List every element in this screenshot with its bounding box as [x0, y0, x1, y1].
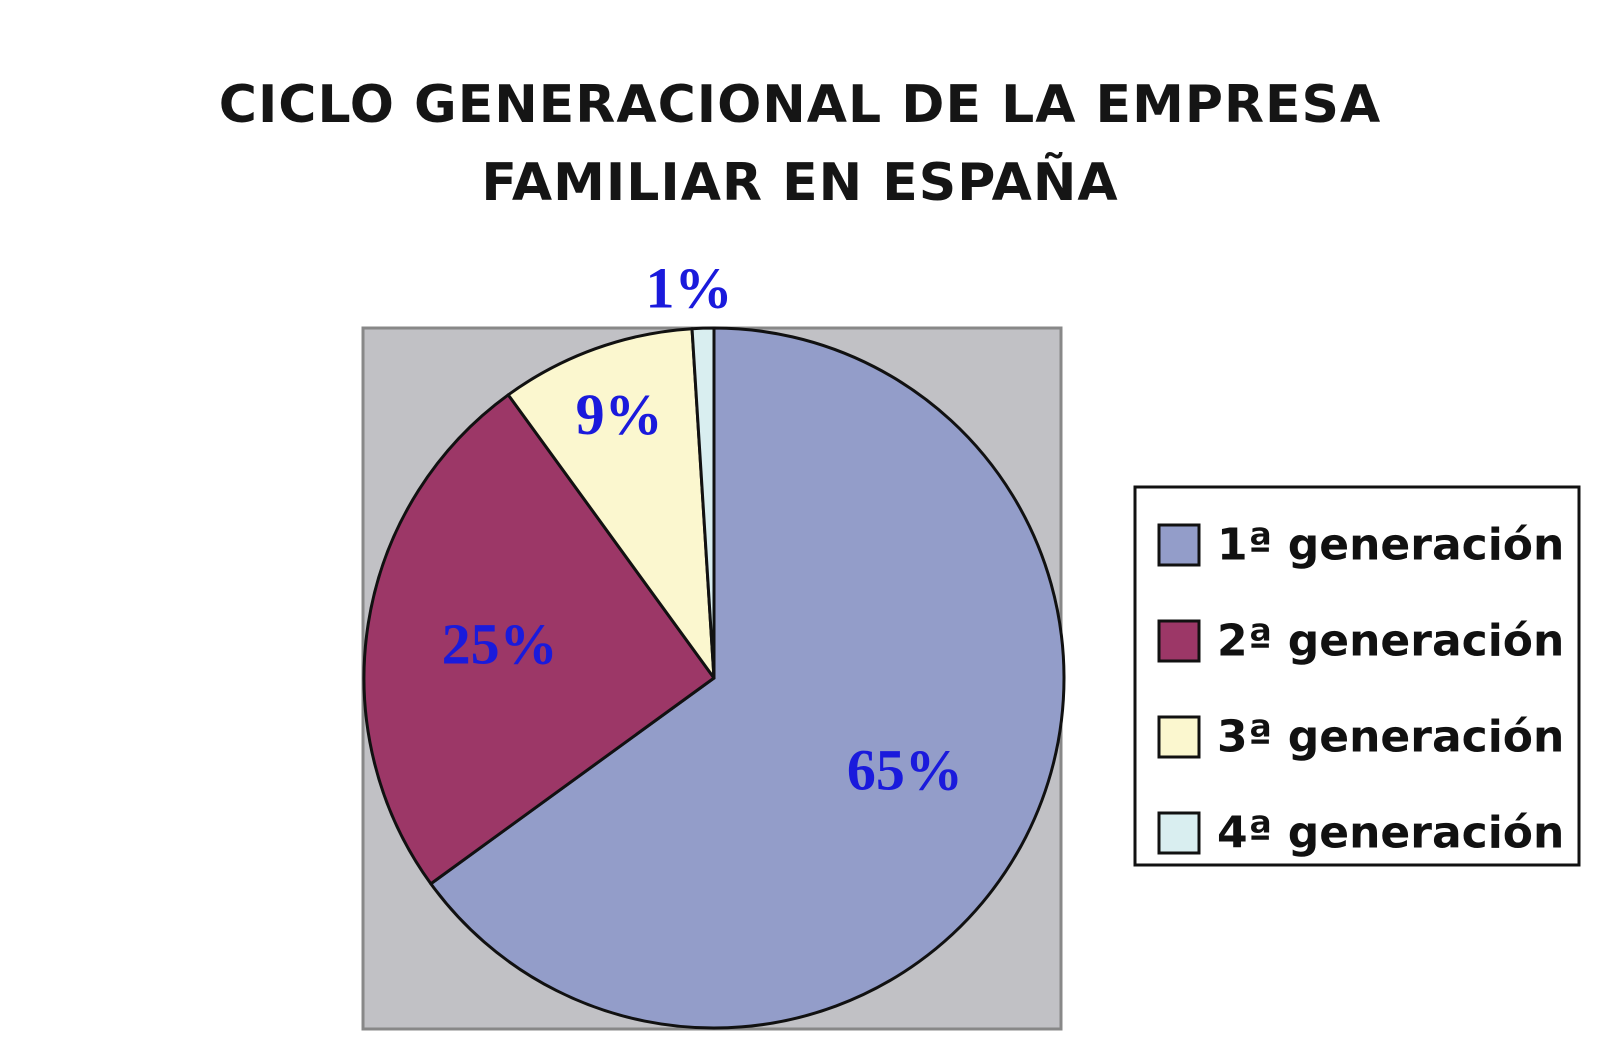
slice-labels: 65% 25% 9% 1%: [442, 256, 963, 803]
legend-swatch-4: [1157, 811, 1201, 855]
pie-slice-4: [690, 326, 716, 680]
slice-label-4: 1%: [646, 256, 733, 321]
pie-slice-3: [506, 327, 716, 680]
slice-label-2: 25%: [442, 612, 558, 677]
chart-title-line-2: FAMILIAR EN ESPAÑA: [481, 153, 1119, 213]
legend-label-1: 1ª generación: [1217, 520, 1564, 571]
pie-slice-1: [429, 326, 1066, 1030]
chart-title: CICLO GENERACIONAL DE LA EMPRESA FAMILIA…: [0, 66, 1600, 222]
pie-slices: [362, 326, 1066, 1030]
legend-box: [1133, 485, 1581, 867]
legend-swatch-1: [1157, 523, 1201, 567]
slice-label-3: 9%: [576, 382, 663, 447]
legend-label-2: 2ª generación: [1217, 616, 1564, 667]
legend-swatch-2: [1157, 619, 1201, 663]
legend-swatch-3: [1157, 715, 1201, 759]
chart-title-line-1: CICLO GENERACIONAL DE LA EMPRESA: [218, 75, 1382, 135]
legend-label-3: 3ª generación: [1217, 712, 1564, 763]
legend-label-4: 4ª generación: [1217, 808, 1564, 859]
slice-label-1: 65%: [847, 738, 963, 803]
legend: 1ª generación 2ª generación 3ª generación 4…: [1133, 485, 1581, 867]
pie-slice-2: [362, 393, 716, 886]
